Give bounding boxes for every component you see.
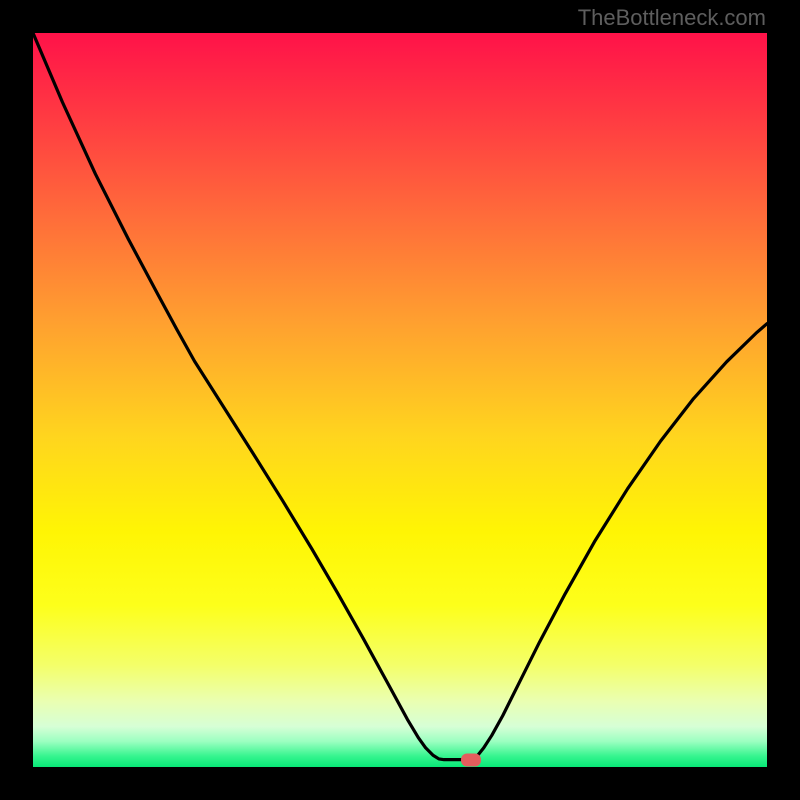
bottleneck-curve xyxy=(33,33,767,760)
curve-svg xyxy=(33,33,767,767)
optimum-marker xyxy=(461,753,481,766)
chart-frame xyxy=(0,0,800,800)
attribution-text: TheBottleneck.com xyxy=(578,5,766,31)
plot-area xyxy=(33,33,767,767)
